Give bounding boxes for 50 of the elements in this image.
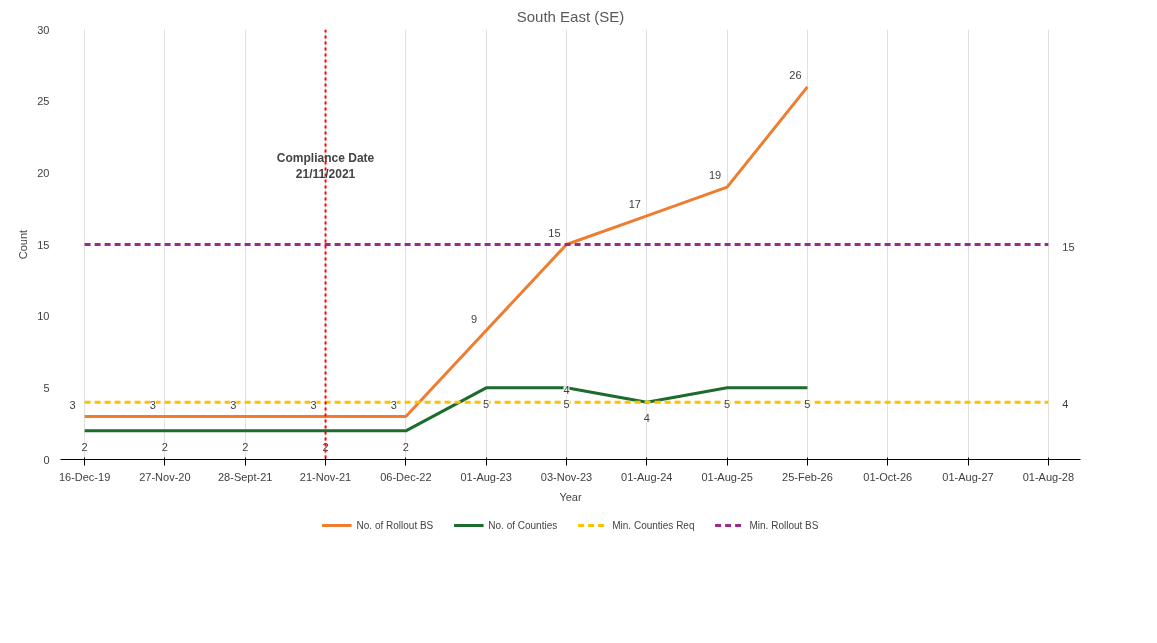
legend-label: No. of Counties [488, 519, 558, 531]
data-label: 3 [230, 398, 237, 411]
legend-label: Min. Counties Req [612, 519, 695, 531]
y-tick-label: 5 [43, 381, 50, 394]
data-label: 2 [242, 440, 249, 453]
data-label: 3 [149, 398, 156, 411]
x-tick-label: 16-Dec-19 [58, 470, 111, 483]
data-label: 5 [804, 397, 811, 410]
x-tick-label: 01-Oct-26 [863, 470, 913, 483]
x-tick-label: 03-Nov-23 [540, 470, 593, 483]
x-tick-label: 25-Feb-26 [782, 470, 833, 483]
data-label: 4 [563, 384, 570, 397]
data-label: 3 [310, 398, 317, 411]
x-tick-label: 28-Sept-21 [218, 470, 273, 483]
data-label: 5 [563, 397, 570, 410]
x-tick-label: 01-Aug-25 [701, 470, 753, 483]
data-label: 17 [628, 197, 641, 210]
y-tick-label: 30 [37, 23, 50, 36]
data-label: 4 [643, 412, 650, 425]
data-label: 9 [471, 312, 478, 325]
data-label: 3 [390, 398, 397, 411]
y-axis-title: Count [17, 229, 30, 260]
y-tick-label: 15 [37, 238, 50, 251]
data-label: 15 [1062, 240, 1075, 253]
x-axis-title: Year [559, 490, 582, 503]
y-tick-label: 0 [43, 453, 50, 466]
data-label: 4 [1062, 398, 1069, 411]
legend-label: Min. Rollout BS [749, 519, 819, 531]
y-tick-label: 25 [37, 95, 50, 108]
data-label: 5 [724, 397, 731, 410]
ref-line-label: Compliance Date 21/11/2021 [276, 150, 375, 182]
x-tick-label: 01-Aug-24 [621, 470, 673, 483]
data-label: 19 [709, 169, 722, 182]
chart-title: South East (SE) [516, 7, 625, 25]
data-label: 26 [789, 68, 802, 81]
y-tick-label: 20 [37, 166, 50, 179]
x-tick-label: 27-Nov-20 [139, 470, 191, 483]
x-tick-label: 01-Aug-27 [942, 470, 994, 483]
data-label: 2 [402, 440, 409, 453]
x-tick-label: 21-Nov-21 [299, 470, 352, 483]
data-label: 5 [483, 397, 490, 410]
y-tick-label: 10 [37, 310, 50, 323]
x-tick-label: 01-Aug-23 [460, 470, 512, 483]
x-tick-label: 01-Aug-28 [1022, 470, 1075, 483]
x-tick-label: 06-Dec-22 [380, 470, 432, 483]
data-label: 15 [548, 226, 561, 239]
data-label: 2 [161, 440, 168, 453]
data-label: 2 [81, 440, 88, 453]
data-label: 3 [69, 398, 76, 411]
legend-label: No. of Rollout BS [356, 519, 434, 531]
